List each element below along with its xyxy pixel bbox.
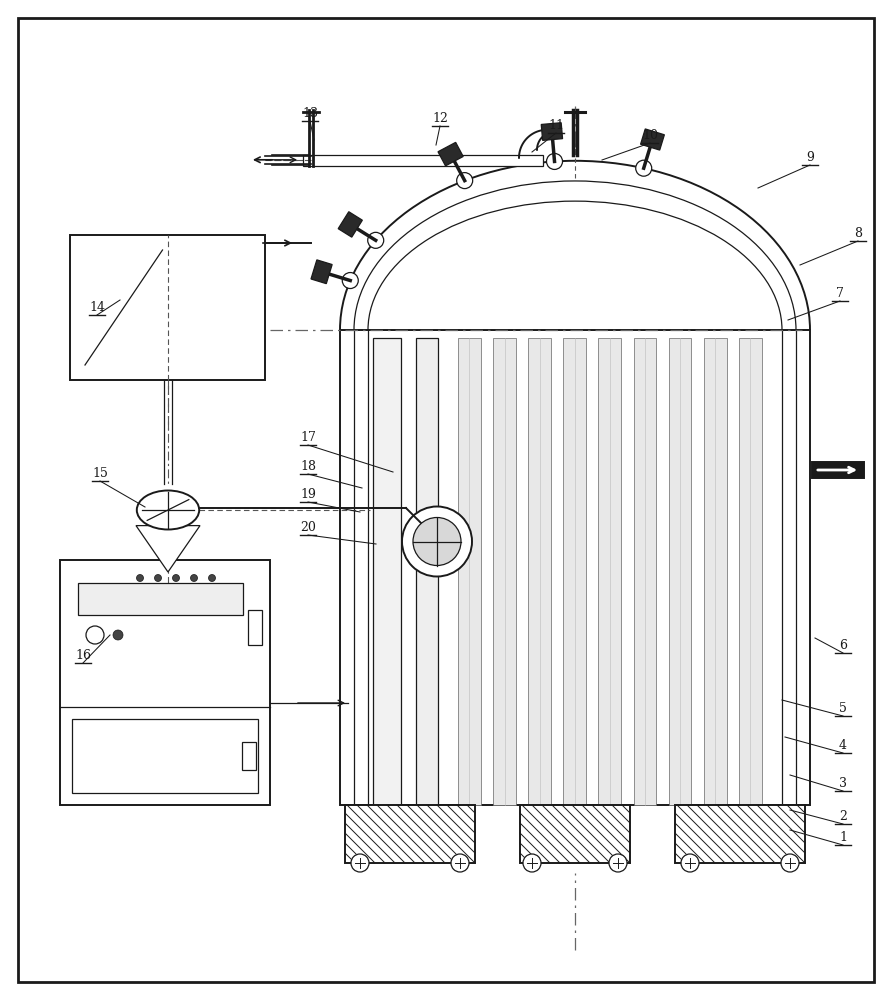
Circle shape — [681, 854, 699, 872]
Text: 14: 14 — [89, 301, 105, 314]
Text: 5: 5 — [839, 702, 847, 715]
Text: 15: 15 — [92, 467, 108, 480]
Text: 20: 20 — [300, 521, 316, 534]
Text: 1: 1 — [839, 831, 847, 844]
Circle shape — [451, 854, 469, 872]
Text: 11: 11 — [548, 119, 564, 132]
Text: 18: 18 — [300, 460, 316, 473]
Polygon shape — [438, 142, 463, 166]
Circle shape — [636, 160, 652, 176]
Circle shape — [609, 854, 627, 872]
Circle shape — [343, 273, 359, 289]
Circle shape — [154, 574, 161, 582]
Bar — [520, 805, 630, 863]
Bar — [373, 338, 401, 805]
Text: 8: 8 — [854, 227, 862, 240]
Circle shape — [523, 854, 541, 872]
Bar — [564, 338, 586, 805]
Text: 2: 2 — [839, 810, 847, 823]
Polygon shape — [136, 526, 200, 572]
Bar — [704, 338, 727, 805]
Circle shape — [413, 518, 461, 566]
Text: 4: 4 — [839, 739, 847, 752]
Bar — [72, 719, 258, 793]
Circle shape — [351, 854, 369, 872]
Bar — [248, 610, 262, 645]
Bar — [812, 462, 864, 478]
Circle shape — [172, 574, 179, 582]
Bar — [303, 155, 543, 166]
Text: 16: 16 — [75, 649, 91, 662]
Polygon shape — [338, 212, 362, 237]
Bar — [493, 338, 516, 805]
Circle shape — [136, 574, 144, 582]
Circle shape — [781, 854, 799, 872]
Bar — [345, 805, 475, 863]
Circle shape — [113, 630, 123, 640]
Bar — [416, 338, 438, 805]
Circle shape — [368, 232, 384, 248]
Bar — [739, 338, 762, 805]
Text: 9: 9 — [806, 151, 814, 164]
Bar — [675, 805, 805, 863]
Bar — [599, 338, 621, 805]
Text: 17: 17 — [300, 431, 316, 444]
Bar — [340, 330, 810, 805]
Circle shape — [191, 574, 197, 582]
Bar — [242, 742, 256, 770]
Bar — [458, 338, 481, 805]
Bar — [70, 235, 265, 380]
Polygon shape — [640, 129, 665, 150]
Bar — [528, 338, 551, 805]
Bar — [669, 338, 691, 805]
Circle shape — [402, 506, 472, 576]
Text: 13: 13 — [302, 107, 318, 120]
Text: 3: 3 — [839, 777, 847, 790]
Circle shape — [209, 574, 216, 582]
Circle shape — [86, 626, 104, 644]
Circle shape — [547, 153, 563, 169]
Text: 12: 12 — [432, 112, 448, 125]
Polygon shape — [311, 260, 332, 284]
Polygon shape — [541, 123, 563, 140]
Bar — [633, 338, 657, 805]
Text: 19: 19 — [300, 488, 316, 501]
Circle shape — [457, 173, 473, 189]
Ellipse shape — [136, 490, 199, 530]
Text: 6: 6 — [839, 639, 847, 652]
Text: 10: 10 — [642, 129, 658, 142]
Text: 7: 7 — [836, 287, 844, 300]
Bar — [60, 560, 270, 805]
Bar — [78, 583, 243, 615]
